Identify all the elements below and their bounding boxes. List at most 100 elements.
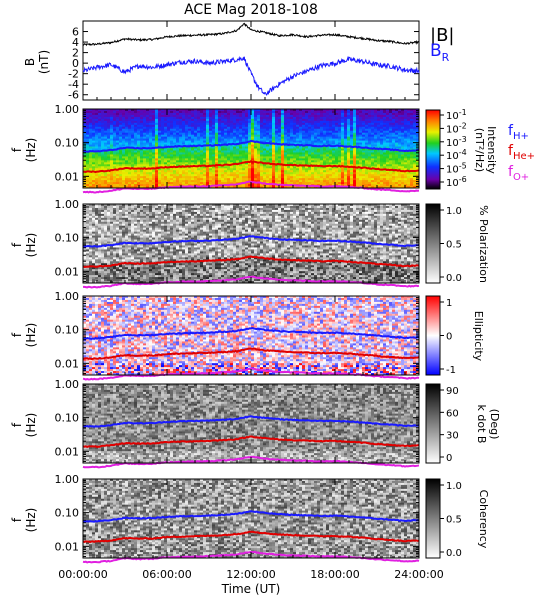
spectrogram-cell xyxy=(182,114,186,118)
spectrogram-cell xyxy=(158,154,162,157)
spectrogram-cell xyxy=(125,114,129,118)
spectrogram-cell xyxy=(242,174,246,177)
spectrogram-cell xyxy=(185,126,189,130)
spectrogram-cell xyxy=(356,142,360,145)
spectrogram-cell xyxy=(395,182,399,185)
spectrogram-cell xyxy=(290,154,294,157)
spectrogram-cell xyxy=(179,118,183,122)
spectrogram-cell xyxy=(110,186,114,189)
spectrogram-cell xyxy=(284,170,288,173)
spectrogram-cell xyxy=(86,249,90,252)
spectrogram-cell xyxy=(323,120,327,124)
spectrogram-cell xyxy=(335,138,339,142)
spectrogram-cell xyxy=(83,168,87,171)
spectrogram-cell xyxy=(113,176,117,179)
spectrogram-cell xyxy=(122,112,126,116)
spectrogram-cell xyxy=(284,172,288,175)
spectrogram-cell xyxy=(362,160,366,163)
spectrogram-cell xyxy=(344,160,348,163)
spectrogram-cell xyxy=(362,128,366,132)
spectrogram-cell xyxy=(128,136,132,140)
spectrogram-cell xyxy=(410,172,414,175)
spectrogram-cell xyxy=(89,204,93,207)
spectrogram-cell xyxy=(386,180,390,183)
spectrogram-cell xyxy=(356,112,360,116)
spectrogram-cell xyxy=(341,146,345,149)
spectrogram-cell xyxy=(335,182,339,185)
spectrogram-cell xyxy=(125,168,129,171)
spectrogram-cell xyxy=(203,152,207,155)
spectrogram-cell xyxy=(86,243,90,246)
spectrogram-cell xyxy=(320,174,324,177)
spectrogram-cell xyxy=(260,164,264,167)
spectrogram-cell xyxy=(107,152,111,155)
spectrogram-cell xyxy=(386,109,390,112)
spectrogram-cell xyxy=(182,132,186,136)
spectrogram-cell xyxy=(176,142,180,145)
spectrogram-cell xyxy=(377,170,381,173)
spectrogram-cell xyxy=(245,162,249,165)
spectrogram-cell xyxy=(221,118,225,122)
spectrogram-cell xyxy=(224,182,228,185)
spectrogram-cell xyxy=(302,132,306,136)
spectrogram-cell xyxy=(260,134,264,138)
spectrogram-cell xyxy=(224,162,228,165)
spectrogram-cell xyxy=(218,152,222,155)
spectrogram-cell xyxy=(341,182,345,185)
spectrogram-cell xyxy=(173,140,177,143)
spectrogram-cell xyxy=(326,114,330,118)
spectrogram-cell xyxy=(359,122,363,126)
spectrogram-cell xyxy=(101,120,105,124)
spectrogram-cell xyxy=(296,182,300,185)
spectrogram-cell xyxy=(128,122,132,126)
spectrogram-cell xyxy=(86,277,90,280)
spectrogram-cell xyxy=(227,180,231,183)
spectrogram-cell xyxy=(233,116,237,120)
spectrogram-cell xyxy=(410,186,414,189)
spectrogram-cell xyxy=(104,168,108,171)
spectrogram-cell xyxy=(302,126,306,130)
spectrogram-cell xyxy=(158,158,162,161)
spectrogram-cell xyxy=(134,120,138,124)
spectrogram-cell xyxy=(200,134,204,138)
spectrogram-cell xyxy=(209,134,213,138)
spectrogram-cell xyxy=(98,182,102,185)
spectrogram-cell xyxy=(221,112,225,116)
spectrogram-cell xyxy=(128,120,132,124)
spectrogram-cell xyxy=(377,164,381,167)
spectrogram-cell xyxy=(338,146,342,149)
spectrogram-cell xyxy=(248,176,252,179)
spectrogram-cell xyxy=(404,134,408,138)
spectrogram-cell xyxy=(227,126,231,130)
spectrogram-cell xyxy=(161,126,165,130)
spectrogram-cell xyxy=(137,128,141,132)
spectrogram-cell xyxy=(290,132,294,136)
spectrogram-cell xyxy=(98,136,102,140)
spectrogram-cell xyxy=(266,168,270,171)
spectrogram-cell xyxy=(308,178,312,181)
spectrogram-cell xyxy=(191,116,195,120)
spectrogram-cell xyxy=(347,130,351,134)
spectrogram-cell xyxy=(368,158,372,161)
spectrogram-cell xyxy=(359,120,363,124)
spectrogram-cell xyxy=(329,134,333,138)
spectrogram-cell xyxy=(116,124,120,128)
spectrogram-cell xyxy=(308,126,312,130)
spectrogram-cell xyxy=(317,148,321,151)
spectrogram-cell xyxy=(389,128,393,132)
spectrogram-cell xyxy=(260,178,264,181)
spectrogram-cell xyxy=(284,168,288,171)
spectrogram-cell xyxy=(119,122,123,126)
spectrogram-cell xyxy=(404,176,408,179)
spectrogram-cell xyxy=(200,154,204,157)
spectrogram-cell xyxy=(383,156,387,159)
spectrogram-cell xyxy=(383,176,387,179)
spectrogram-cell xyxy=(245,182,249,185)
spectrogram-cell xyxy=(188,128,192,132)
spectrogram-cell xyxy=(329,116,333,120)
spectrogram-cell xyxy=(374,160,378,163)
spectrogram-cell xyxy=(86,221,90,225)
spectrogram-cell xyxy=(155,118,159,122)
spectrogram-cell xyxy=(185,170,189,173)
spectrogram-cell xyxy=(260,148,264,151)
